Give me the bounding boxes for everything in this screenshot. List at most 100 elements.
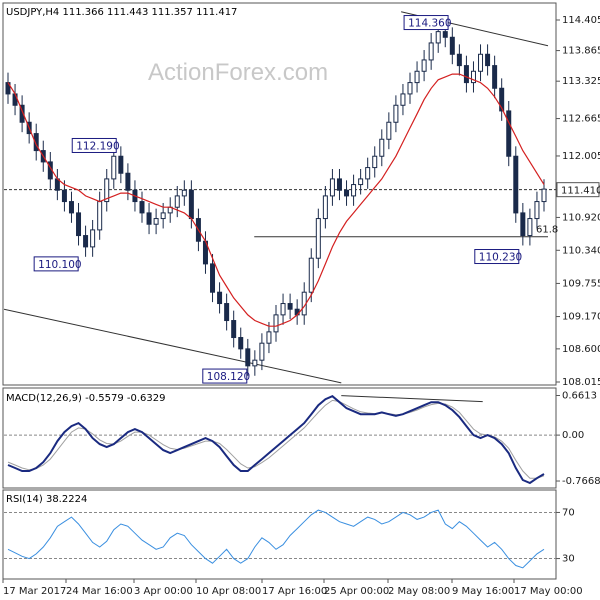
price-ytick-label: 112.005	[562, 151, 600, 162]
candle-body	[344, 189, 350, 197]
candle-body	[210, 263, 216, 293]
price-ytick-label: 110.340	[562, 245, 600, 256]
candle-body	[308, 257, 314, 293]
watermark: ActionForex.com	[148, 59, 328, 86]
price-annotation-label: 110.230	[479, 252, 522, 264]
candle-body	[273, 314, 279, 333]
candle-body	[315, 218, 321, 259]
rsi-line	[7, 509, 545, 569]
candle-body	[527, 218, 533, 237]
candle-body	[153, 218, 159, 225]
candle-body	[485, 53, 491, 67]
candle-body	[541, 188, 547, 203]
x-tick-label: 9 May 16:00	[452, 586, 514, 597]
price-ytick-label: 109.755	[562, 278, 600, 289]
candle-body	[478, 53, 484, 72]
candle-body	[336, 178, 342, 191]
candle-body	[259, 342, 265, 361]
price-ytick-label: 113.325	[562, 76, 600, 87]
x-tick-label: 24 Mar 16:00	[66, 586, 133, 597]
current-price-box	[556, 182, 600, 198]
candle-body	[280, 303, 286, 316]
fib-label: 61.8	[536, 225, 558, 236]
macd-divergence-line	[341, 395, 483, 403]
x-tick-label: 17 Apr 16:00	[262, 586, 327, 597]
macd-ytick-label: 0.6613	[562, 391, 597, 402]
candle-body	[520, 212, 526, 237]
candle-body	[118, 155, 124, 174]
candle-body	[421, 59, 427, 72]
candle-body	[358, 178, 364, 186]
macd-line	[7, 395, 545, 485]
candle-body	[160, 212, 166, 220]
candle-body	[379, 138, 385, 157]
candle-body	[386, 121, 392, 140]
price-annotation-label: 110.100	[38, 259, 81, 271]
price-ytick-label: 108.600	[562, 344, 600, 355]
price-ytick-label: 112.665	[562, 114, 600, 125]
axes: 114.405 113.865 113.325 112.665 112.005 111.4…	[2, 15, 600, 597]
x-tick-label: 17 May 00:00	[514, 586, 583, 597]
candle-body	[33, 133, 39, 152]
price-ytick-label: 113.865	[562, 46, 600, 57]
rsi-ytick-label: 30	[562, 554, 575, 565]
candle-body	[351, 184, 357, 197]
price-panel	[2, 2, 557, 386]
candle-body	[61, 189, 67, 203]
candle-body	[534, 201, 540, 220]
candle-body	[146, 212, 152, 225]
candle-body	[456, 53, 462, 67]
candle-body	[506, 110, 512, 157]
candle-body	[125, 172, 131, 191]
candle-body	[83, 235, 89, 248]
price-ytick-label: 109.170	[562, 312, 600, 323]
rsi-plot	[4, 509, 556, 569]
candle-body	[442, 31, 448, 38]
current-price-label: 111.410	[561, 186, 600, 197]
candle-body	[463, 65, 469, 84]
candle-body	[435, 31, 441, 44]
price-annotation-box	[71, 137, 117, 153]
candle-body	[68, 201, 74, 214]
trendline	[3, 308, 342, 384]
price-annotation-label: 114.360	[408, 18, 451, 30]
x-tick-label: 10 Apr 08:00	[196, 586, 261, 597]
x-tick-label: 2 May 08:00	[388, 586, 450, 597]
candle-body	[174, 195, 180, 208]
macd-plot	[4, 395, 556, 485]
candle-body	[19, 104, 25, 123]
candle-body	[188, 189, 194, 220]
price-ytick-label: 110.920	[562, 212, 600, 223]
price-annotation-box	[33, 256, 79, 272]
candle-body	[513, 155, 519, 214]
candle-body	[492, 65, 498, 89]
candle-body	[139, 201, 145, 214]
candle-body	[181, 189, 187, 197]
x-tick-label: 3 Apr 00:00	[134, 586, 193, 597]
candle-body	[97, 201, 103, 231]
candle-body	[217, 291, 223, 305]
price-ytick-label: 108.015	[562, 377, 600, 388]
price-plot: 61.8 114.360 112.190 110.100 108.120 110.230	[3, 11, 558, 384]
macd-title: MACD(12,26,9) -0.5579 -0.6329	[6, 393, 166, 404]
candle-body	[231, 320, 237, 339]
x-tick-label: 17 Mar 2017	[3, 586, 66, 597]
candle-body	[400, 93, 406, 106]
price-annotation-box	[403, 15, 449, 31]
rsi-ytick-label: 70	[562, 507, 575, 518]
candle-body	[372, 155, 378, 169]
candle-body	[76, 212, 82, 237]
candle-body	[266, 331, 272, 344]
candle-body	[245, 348, 251, 367]
candle-body	[252, 359, 258, 367]
candle-body	[414, 70, 420, 84]
price-annotation-label: 112.190	[76, 140, 119, 152]
candle-body	[393, 104, 399, 123]
price-annotation-box	[474, 249, 520, 265]
candle-body	[224, 303, 230, 322]
candle-body	[90, 229, 96, 248]
price-annotation-box	[202, 368, 248, 384]
candle-body	[407, 82, 413, 95]
x-tick-label: 25 Apr 00:00	[324, 586, 389, 597]
candle-body	[470, 70, 476, 84]
